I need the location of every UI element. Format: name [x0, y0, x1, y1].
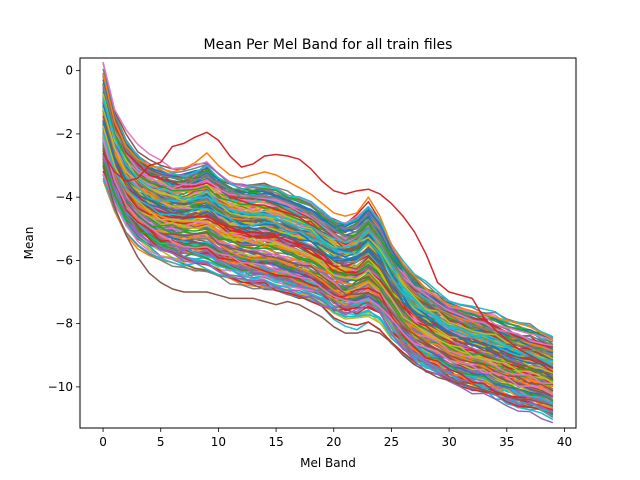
x-tick-label: 5 [157, 435, 165, 449]
x-axis-label: Mel Band [300, 456, 356, 470]
x-tick-label: 20 [326, 435, 341, 449]
chart-title: Mean Per Mel Band for all train files [204, 37, 453, 53]
x-tick-label: 10 [211, 435, 226, 449]
x-tick-label: 15 [268, 435, 283, 449]
x-tick-label: 40 [557, 435, 572, 449]
y-axis-label: Mean [22, 227, 36, 260]
x-tick-label: 0 [99, 435, 107, 449]
x-tick-label: 30 [441, 435, 456, 449]
y-tick-label: −8 [55, 317, 73, 331]
x-tick-label: 25 [384, 435, 399, 449]
y-tick-label: −2 [55, 127, 73, 141]
y-tick-label: −4 [55, 190, 73, 204]
y-tick-label: −10 [48, 380, 73, 394]
y-tick-label: −6 [55, 253, 73, 267]
x-tick-label: 35 [499, 435, 514, 449]
y-tick-label: 0 [65, 64, 73, 78]
